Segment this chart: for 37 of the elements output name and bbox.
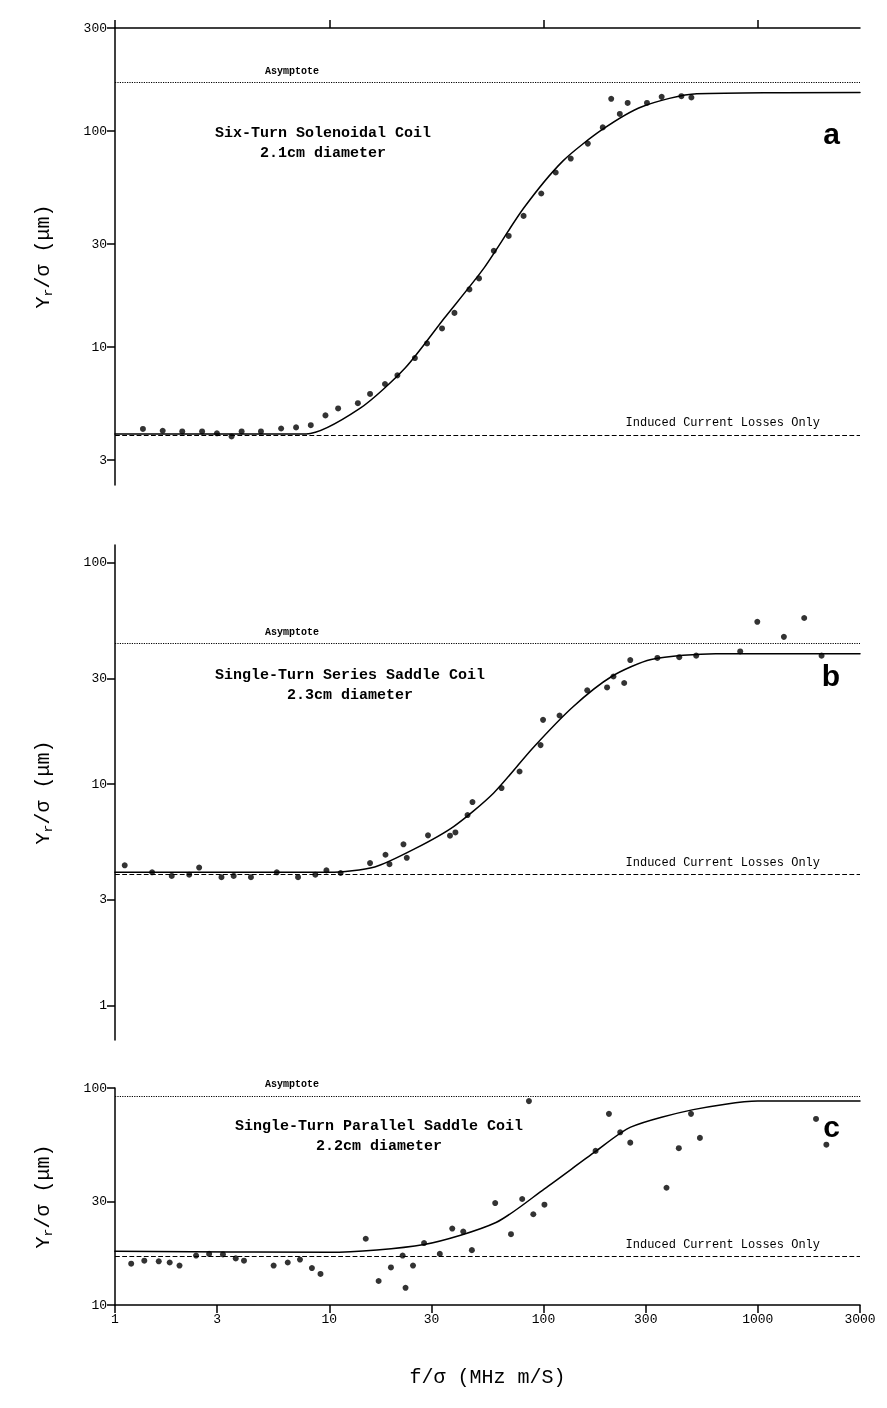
x-tick-label: 3 [213, 1312, 222, 1327]
annotation: a [823, 116, 841, 150]
x-tick-label: 100 [531, 1312, 556, 1327]
y-tick-label: 1 [99, 998, 108, 1014]
ref-line-label: Asymptote [265, 1079, 320, 1091]
x-tick-label: 1 [111, 1312, 120, 1327]
annotation: c [823, 1109, 840, 1143]
ref-line-label: Asymptote [265, 65, 320, 77]
y-tick-label: 10 [91, 776, 107, 792]
y-axis-title: Yr/σ (μm) [32, 204, 56, 309]
y-tick-label: 3 [99, 892, 107, 908]
annotation: Single-Turn Parallel Saddle Coil 2.2cm diameter [235, 1117, 524, 1155]
x-tick-label: 1000 [742, 1312, 774, 1327]
annotation: Six-Turn Solenoidal Coil 2.1cm diameter [214, 124, 432, 162]
ref-line-label: Induced Current Losses Only [625, 855, 820, 870]
ref-line-label: Asymptote [265, 626, 320, 638]
x-tick-label: 300 [634, 1312, 658, 1327]
y-tick-label: 300 [83, 20, 107, 36]
y-tick-label: 30 [91, 670, 107, 686]
ref-line-label: Induced Current Losses Only [625, 1237, 820, 1252]
y-tick-label: 30 [91, 236, 107, 252]
x-tick-label: 10 [321, 1312, 338, 1327]
y-axis-title: Yr/σ (μm) [32, 1144, 56, 1249]
y-tick-label: 100 [83, 555, 107, 571]
y-tick-label: 10 [91, 1297, 107, 1313]
x-tick-label: 3000 [844, 1312, 876, 1327]
y-tick-label: 100 [83, 123, 107, 139]
ref-line-label: Induced Current Losses Only [625, 416, 820, 431]
annotation: Single-Turn Series Saddle Coil 2.3cm diameter [215, 666, 486, 704]
y-axis-title: Yr/σ (μm) [32, 740, 56, 845]
y-tick-label: 30 [91, 1193, 107, 1209]
x-axis-title: f/σ (MHz m/S) [409, 1365, 566, 1389]
y-tick-label: 3 [99, 452, 107, 468]
y-tick-label: 100 [83, 1080, 107, 1096]
annotation: b [821, 658, 840, 692]
x-tick-label: 30 [423, 1312, 440, 1327]
y-tick-label: 10 [91, 339, 107, 355]
